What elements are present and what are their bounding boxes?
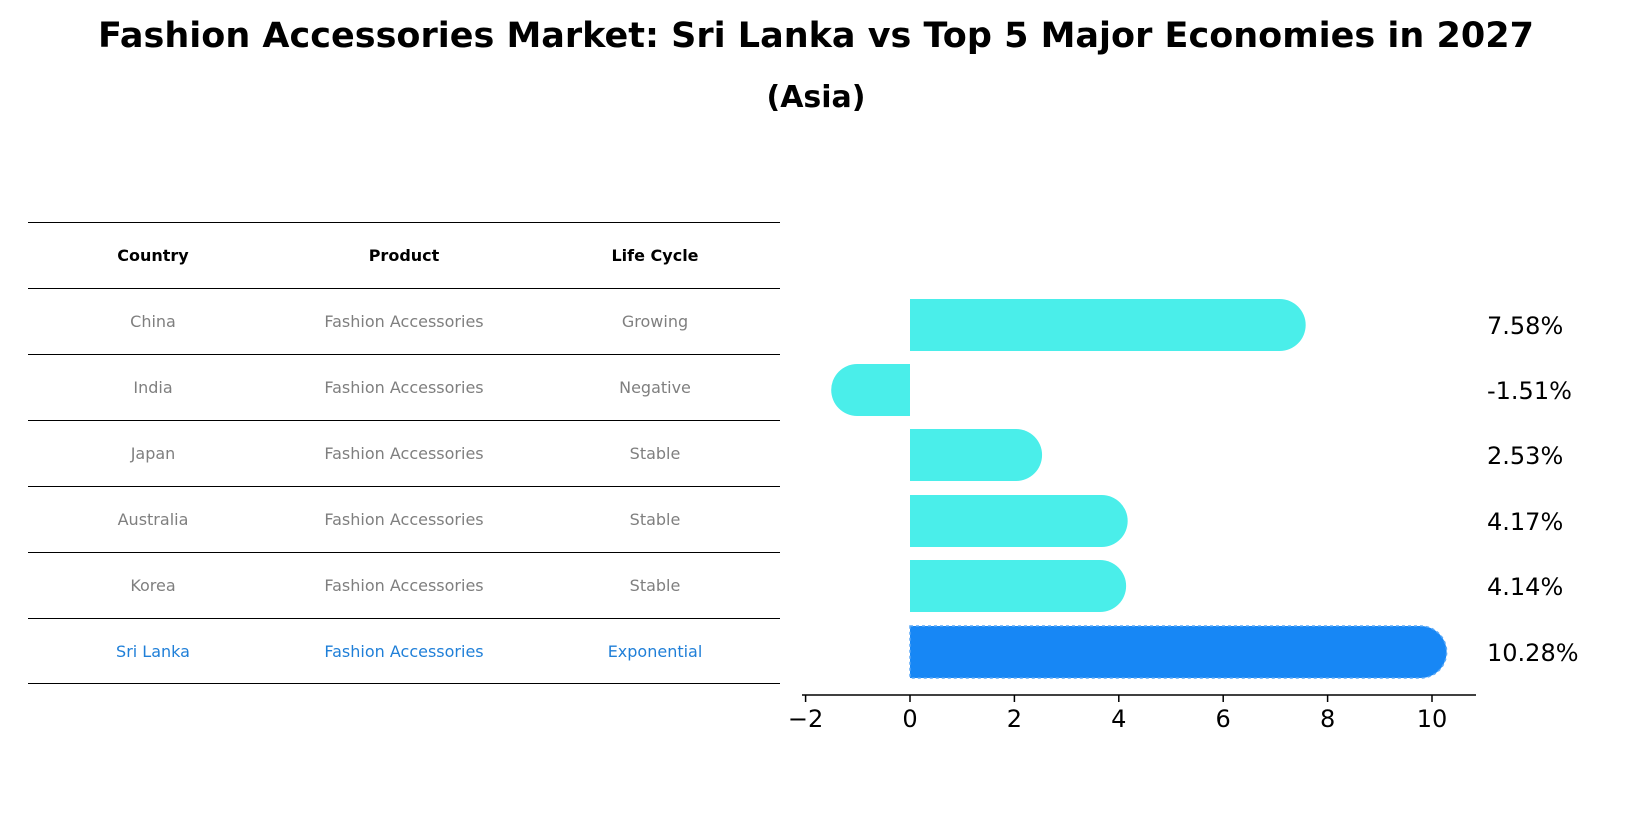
x-tick-label: 10 bbox=[1417, 705, 1448, 733]
cell-life-cycle: Stable bbox=[629, 576, 681, 595]
cell-product: Fashion Accessories bbox=[324, 576, 484, 595]
cell-product: Fashion Accessories bbox=[324, 642, 484, 661]
cell-life-cycle: Exponential bbox=[607, 642, 703, 661]
table-header-row: Country Product Life Cycle bbox=[28, 222, 780, 288]
cell-product: Fashion Accessories bbox=[324, 378, 484, 397]
cell-country: Australia bbox=[117, 510, 189, 529]
cell-country: China bbox=[130, 312, 176, 331]
cell-life-cycle: Growing bbox=[621, 312, 689, 331]
bar-japan bbox=[910, 429, 1043, 481]
cell-life-cycle: Stable bbox=[629, 444, 681, 463]
bar-china bbox=[910, 299, 1306, 351]
cell-product: Fashion Accessories bbox=[324, 312, 484, 331]
bar-sri-lanka bbox=[909, 625, 1448, 679]
cell-product: Fashion Accessories bbox=[324, 510, 484, 529]
table-row: Korea Fashion Accessories Stable bbox=[28, 552, 780, 618]
comparison-table: Country Product Life Cycle China Fashion… bbox=[28, 222, 780, 684]
cell-country: Korea bbox=[130, 576, 176, 595]
header-product: Product bbox=[368, 246, 440, 265]
table-row-highlighted: Sri Lanka Fashion Accessories Exponentia… bbox=[28, 618, 780, 684]
header-life-cycle: Life Cycle bbox=[611, 246, 699, 265]
table-row: Japan Fashion Accessories Stable bbox=[28, 420, 780, 486]
bar-value-label: 4.17% bbox=[1487, 508, 1563, 536]
table-row: India Fashion Accessories Negative bbox=[28, 354, 780, 420]
table-row: Australia Fashion Accessories Stable bbox=[28, 486, 780, 552]
bar-value-label: 2.53% bbox=[1487, 442, 1563, 470]
bar-korea bbox=[910, 560, 1127, 612]
bar-india bbox=[831, 364, 910, 416]
bar-australia bbox=[910, 495, 1128, 547]
cell-country: Japan bbox=[130, 444, 176, 463]
bar-value-label: -1.51% bbox=[1487, 377, 1572, 405]
header-country: Country bbox=[117, 246, 189, 265]
cell-product: Fashion Accessories bbox=[324, 444, 484, 463]
cell-life-cycle: Negative bbox=[619, 378, 691, 397]
chart-title: Fashion Accessories Market: Sri Lanka vs… bbox=[98, 16, 1534, 56]
x-tick-label: 2 bbox=[1007, 705, 1022, 733]
bar-value-label: 7.58% bbox=[1487, 312, 1563, 340]
chart-subtitle: (Asia) bbox=[766, 80, 866, 115]
bar-value-label: 10.28% bbox=[1487, 639, 1579, 667]
cell-country: India bbox=[133, 378, 173, 397]
x-tick-label: 4 bbox=[1111, 705, 1126, 733]
cell-country: Sri Lanka bbox=[116, 642, 190, 661]
x-tick-label: 0 bbox=[902, 705, 917, 733]
x-tick-label: −2 bbox=[788, 705, 823, 733]
cell-life-cycle: Stable bbox=[629, 510, 681, 529]
x-tick-label: 8 bbox=[1320, 705, 1335, 733]
table-row: China Fashion Accessories Growing bbox=[28, 288, 780, 354]
bar-value-label: 4.14% bbox=[1487, 573, 1563, 601]
x-tick-label: 6 bbox=[1216, 705, 1231, 733]
